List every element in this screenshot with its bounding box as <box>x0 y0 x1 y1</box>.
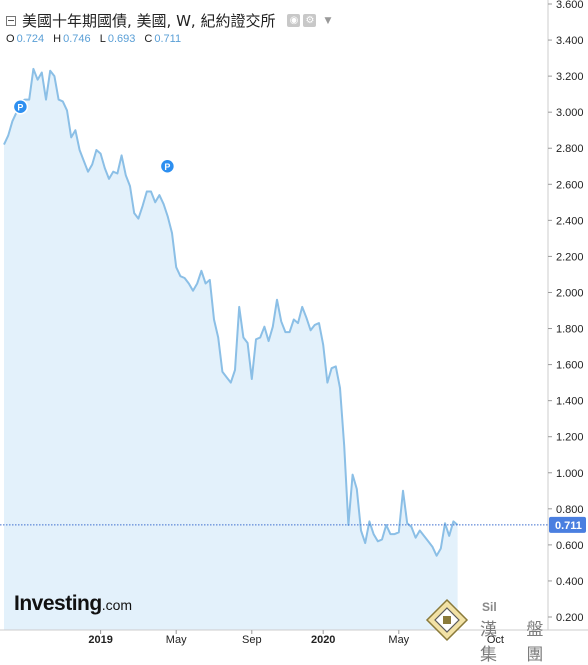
y-tick-label: 2.200 <box>556 251 584 263</box>
y-tick-label: 1.000 <box>556 468 584 480</box>
high-value: 0.746 <box>63 33 91 45</box>
x-tick-label: Oct <box>487 634 504 646</box>
chart-header: 美國十年期國債, 美國, W, 紀約證交所 ◉ ⚙ ▼ <box>6 10 331 31</box>
y-tick-label: 2.800 <box>556 143 584 155</box>
open-value: 0.724 <box>16 33 45 45</box>
logo-main: Investing <box>14 592 102 615</box>
low-key: L <box>99 33 106 45</box>
x-tick-label: 2020 <box>311 634 335 646</box>
series-line <box>3 67 459 557</box>
current-price-label: 0.711 <box>555 520 582 532</box>
watermark-emblem <box>425 598 469 642</box>
y-tick-label: 1.800 <box>556 324 584 336</box>
x-tick-label: May <box>388 634 409 646</box>
y-tick-label: 0.200 <box>556 612 584 624</box>
current-price-tag <box>549 516 586 533</box>
y-tick-label: 0.600 <box>556 540 584 552</box>
y-tick-label: 1.600 <box>556 360 584 372</box>
area-fill <box>4 68 458 630</box>
y-tick-label: 2.600 <box>556 179 584 191</box>
y-tick-label: 3.600 <box>556 0 584 11</box>
chart-area[interactable]: 0.711 0.200 0.400 0.600 0.800 1.000 1.200 1.40… <box>0 0 588 646</box>
event-marker[interactable] <box>12 99 29 115</box>
collapse-icon[interactable] <box>6 15 16 26</box>
y-tick-label: 1.200 <box>556 432 584 444</box>
y-tick-label: 3.000 <box>556 107 584 119</box>
event-marker[interactable] <box>159 158 176 175</box>
high-key: H <box>53 33 62 45</box>
chart-title: 美國十年期國債, 美國, W, 紀約證交所 <box>22 12 276 30</box>
logo-domain: .com <box>101 597 133 613</box>
y-tick-label: 0.800 <box>556 504 584 516</box>
close-value: 0.711 <box>154 33 182 45</box>
price-chart[interactable]: 0.711 0.200 0.400 0.600 0.800 1.000 1.200 1.40… <box>0 0 588 646</box>
ohlc-readout: O 0.724 H 0.746 L 0.693 C 0.711 <box>6 33 187 45</box>
eye-icon[interactable]: ◉ <box>287 14 301 27</box>
dropdown-icon[interactable]: ▼ <box>324 15 332 26</box>
y-tick-label: 3.400 <box>556 35 584 47</box>
x-tick-label: 2019 <box>88 634 112 646</box>
investing-logo: Investing.com <box>14 592 132 616</box>
y-tick-label: 1.400 <box>556 396 584 408</box>
y-tick-label: 2.000 <box>556 287 584 299</box>
watermark-sub: Sil <box>482 600 497 614</box>
y-tick-label: 0.400 <box>556 576 584 588</box>
open-key: O <box>6 33 15 45</box>
close-key: C <box>144 33 153 45</box>
event-marker-label: P <box>164 162 170 172</box>
low-value: 0.693 <box>107 33 136 45</box>
x-tick-label: Sep <box>242 634 262 646</box>
event-marker-label: P <box>17 102 23 112</box>
x-tick-label: May <box>166 634 187 646</box>
y-tick-label: 3.200 <box>556 71 584 83</box>
y-tick-label: 2.400 <box>556 215 584 227</box>
watermark-text: 漢 盤 集 團 <box>480 620 556 665</box>
gear-icon[interactable]: ⚙ <box>303 14 317 27</box>
